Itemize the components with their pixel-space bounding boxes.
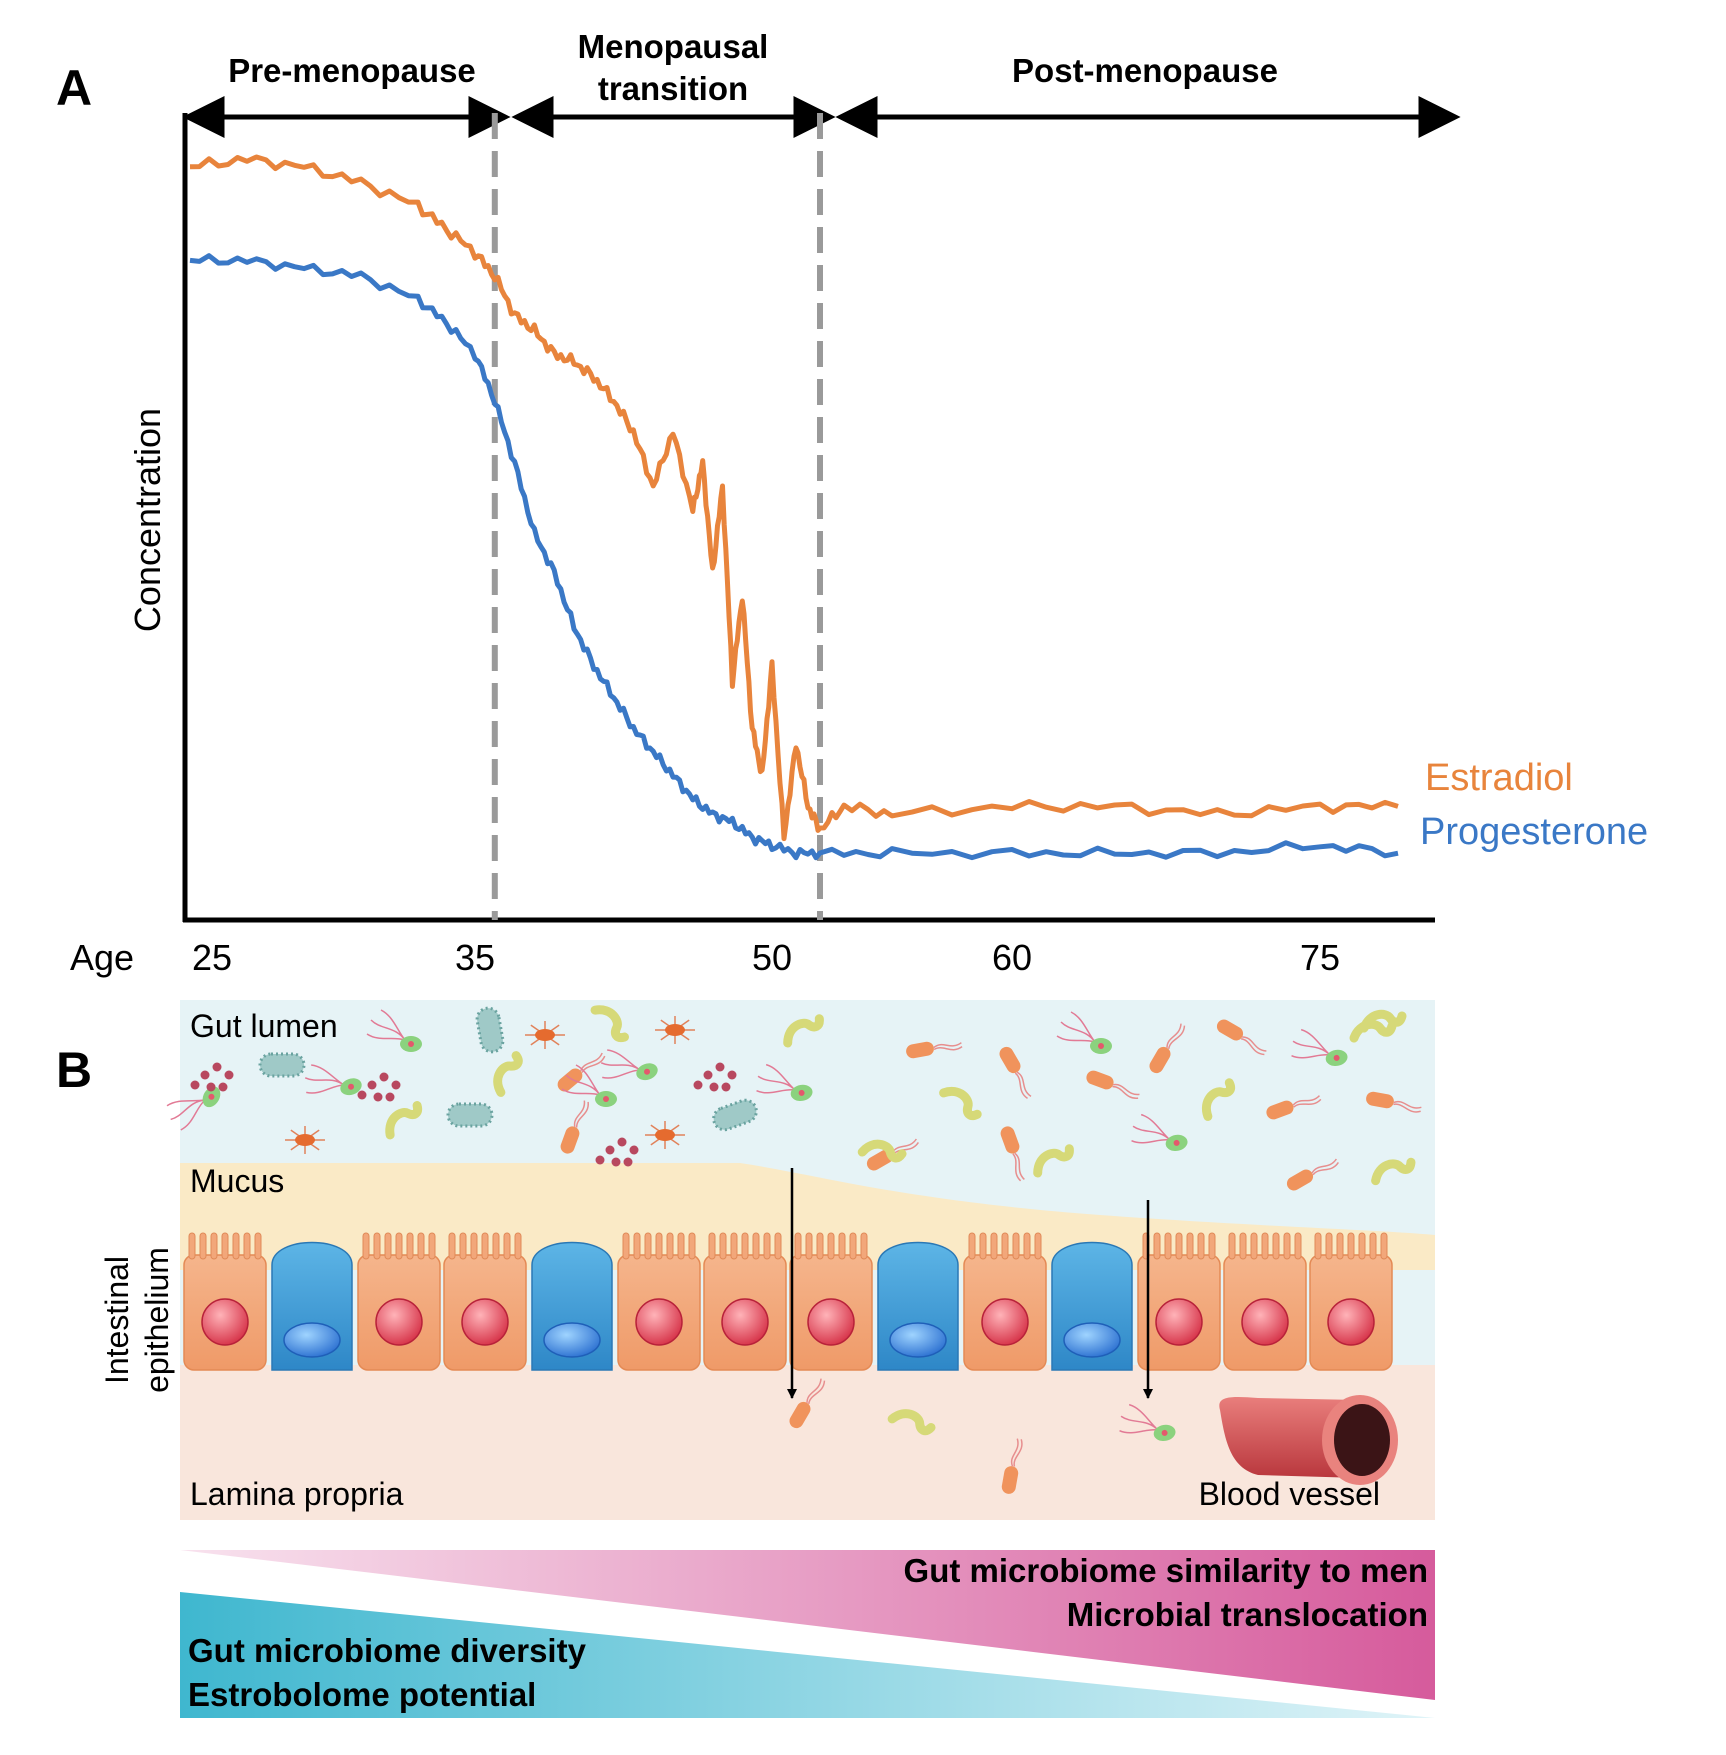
enterocyte-cell xyxy=(703,1232,787,1371)
gradient-pink-line2: Microbial translocation xyxy=(1067,1596,1428,1633)
rod-bacterium xyxy=(1000,1126,1025,1182)
rod-bacterium xyxy=(789,1378,826,1429)
lamina-propria-region xyxy=(180,1365,1435,1520)
phase-transition: transition xyxy=(598,70,748,107)
phase-arrows xyxy=(182,95,1461,139)
cocci-cluster xyxy=(595,1137,639,1167)
chain-bacterium xyxy=(939,1087,982,1121)
chain-bacterium xyxy=(1202,1078,1236,1121)
enterocyte-cell xyxy=(1309,1232,1393,1371)
phase-menopausal: Menopausal xyxy=(578,28,769,65)
flagellate-microbe xyxy=(304,1064,362,1096)
legend-estradiol: Estradiol xyxy=(1425,757,1573,799)
flagellate-microbe xyxy=(756,1063,813,1102)
pink-gradient-wedge xyxy=(180,1550,1435,1700)
amoeboid-microbe xyxy=(655,1016,695,1044)
chain-bacterium xyxy=(857,1139,907,1163)
cocci-cluster xyxy=(357,1072,401,1102)
gradient-pink-line1: Gut microbiome similarity to men xyxy=(904,1552,1428,1589)
x-tick-25: 25 xyxy=(192,937,232,978)
phase-post-menopause: Post-menopause xyxy=(1012,52,1278,89)
rod-bacterium xyxy=(1149,1023,1186,1074)
spiky-bacterium xyxy=(712,1098,758,1132)
cocci-cluster xyxy=(693,1062,737,1092)
amoeboid-microbe xyxy=(285,1126,325,1154)
rod-bacterium xyxy=(906,1041,963,1059)
flagellate-microbe xyxy=(1119,1403,1176,1442)
enterocyte-cell xyxy=(789,1232,873,1371)
label-gut-lumen: Gut lumen xyxy=(190,1008,338,1044)
progesterone-line xyxy=(189,253,1399,861)
flagellate-microbe xyxy=(1131,1113,1188,1152)
label-mucus: Mucus xyxy=(190,1163,284,1199)
enterocyte-cell xyxy=(617,1232,701,1371)
enterocyte-cell xyxy=(183,1232,267,1371)
spiky-bacterium xyxy=(446,1102,494,1128)
enterocyte-cell xyxy=(357,1232,441,1371)
x-tick-35: 35 xyxy=(455,937,495,978)
chain-bacterium xyxy=(493,1051,523,1097)
flagellate-microbe xyxy=(1056,1011,1112,1054)
goblet-cell xyxy=(531,1241,613,1371)
rod-bacterium xyxy=(1086,1070,1140,1099)
estradiol-line xyxy=(189,154,1399,842)
flagellate-microbe xyxy=(561,1064,617,1107)
goblet-cell xyxy=(877,1241,959,1371)
panel-a-letter: A xyxy=(56,60,92,116)
chain-bacterium xyxy=(887,1409,936,1436)
chain-bacterium xyxy=(783,1014,824,1048)
phase-pre-menopause: Pre-menopause xyxy=(228,52,476,89)
enterocyte-cell xyxy=(443,1232,527,1371)
enterocyte-cell xyxy=(1223,1232,1307,1371)
panel-b-letter: B xyxy=(56,1042,92,1098)
enterocyte-cell xyxy=(1137,1232,1221,1371)
gradient-blue-line1: Gut microbiome diversity xyxy=(188,1632,587,1669)
spiky-bacterium xyxy=(475,1006,505,1054)
microbes xyxy=(166,1005,1422,1494)
amoeboid-microbe xyxy=(525,1021,565,1049)
label-lamina-propria: Lamina propria xyxy=(190,1476,404,1512)
blue-gradient-wedge xyxy=(180,1592,1435,1718)
epithelium-cells xyxy=(183,1232,1393,1371)
gradient-blue-line2: Estrobolome potential xyxy=(188,1676,536,1713)
rod-bacterium xyxy=(1286,1158,1339,1191)
goblet-cell xyxy=(1051,1241,1133,1371)
rod-bacterium xyxy=(999,1046,1032,1099)
y-axis-label: Concentration xyxy=(127,408,168,632)
label-intestinal: Intestinal xyxy=(99,1256,135,1384)
enterocyte-cell xyxy=(963,1232,1047,1371)
x-axis-label: Age xyxy=(70,937,134,978)
blood-vessel xyxy=(1219,1395,1398,1485)
rod-bacterium xyxy=(1216,1019,1267,1056)
chain-bacterium xyxy=(1033,1144,1074,1178)
x-tick-60: 60 xyxy=(992,937,1032,978)
rod-bacterium xyxy=(1266,1095,1322,1120)
rod-bacterium xyxy=(1366,1091,1422,1113)
legend-progesterone: Progesterone xyxy=(1420,811,1648,853)
amoeboid-microbe xyxy=(645,1121,685,1149)
x-tick-50: 50 xyxy=(752,937,792,978)
x-tick-75: 75 xyxy=(1300,937,1340,978)
chain-bacterium xyxy=(590,1005,629,1043)
label-blood-vessel: Blood vessel xyxy=(1199,1476,1380,1512)
label-epithelium: epithelium xyxy=(139,1247,175,1393)
chain-bacterium xyxy=(1371,1157,1416,1186)
flagellate-microbe xyxy=(600,1049,658,1081)
spiky-bacterium xyxy=(258,1052,306,1078)
flagellate-microbe xyxy=(366,1009,422,1052)
flagellate-microbe xyxy=(166,1086,221,1131)
cocci-cluster xyxy=(190,1062,234,1092)
rod-bacterium xyxy=(560,1100,589,1154)
chain-bacterium xyxy=(385,1101,423,1140)
chain-bacterium xyxy=(1359,1009,1407,1033)
goblet-cell xyxy=(271,1241,353,1371)
rod-bacterium xyxy=(1001,1438,1023,1494)
gut-diagram xyxy=(166,1000,1435,1520)
flagellate-microbe xyxy=(1291,1028,1348,1067)
